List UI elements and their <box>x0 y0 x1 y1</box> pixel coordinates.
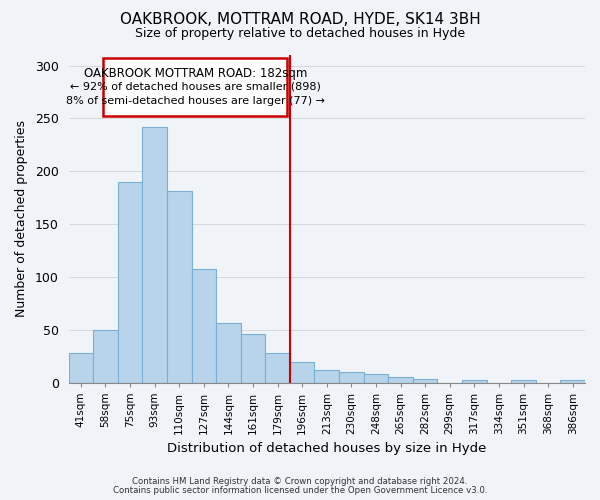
Bar <box>241 334 265 382</box>
Bar <box>167 192 191 382</box>
Bar <box>388 377 413 382</box>
Text: OAKBROOK, MOTTRAM ROAD, HYDE, SK14 3BH: OAKBROOK, MOTTRAM ROAD, HYDE, SK14 3BH <box>119 12 481 28</box>
Bar <box>462 380 487 382</box>
Bar <box>118 182 142 382</box>
Bar <box>560 380 585 382</box>
Bar <box>265 353 290 382</box>
X-axis label: Distribution of detached houses by size in Hyde: Distribution of detached houses by size … <box>167 442 487 455</box>
Y-axis label: Number of detached properties: Number of detached properties <box>15 120 28 318</box>
Text: Size of property relative to detached houses in Hyde: Size of property relative to detached ho… <box>135 28 465 40</box>
Bar <box>314 370 339 382</box>
Bar <box>68 353 93 382</box>
Bar <box>339 372 364 382</box>
Bar <box>216 324 241 382</box>
Text: OAKBROOK MOTTRAM ROAD: 182sqm: OAKBROOK MOTTRAM ROAD: 182sqm <box>83 66 307 80</box>
Bar <box>364 374 388 382</box>
Bar <box>290 362 314 382</box>
Text: Contains public sector information licensed under the Open Government Licence v3: Contains public sector information licen… <box>113 486 487 495</box>
Bar <box>413 380 437 382</box>
Text: 8% of semi-detached houses are larger (77) →: 8% of semi-detached houses are larger (7… <box>65 96 325 106</box>
Bar <box>142 127 167 382</box>
Bar <box>103 58 287 116</box>
Bar <box>93 330 118 382</box>
Text: Contains HM Land Registry data © Crown copyright and database right 2024.: Contains HM Land Registry data © Crown c… <box>132 477 468 486</box>
Bar <box>511 380 536 382</box>
Text: ← 92% of detached houses are smaller (898): ← 92% of detached houses are smaller (89… <box>70 82 320 92</box>
Bar <box>191 270 216 382</box>
